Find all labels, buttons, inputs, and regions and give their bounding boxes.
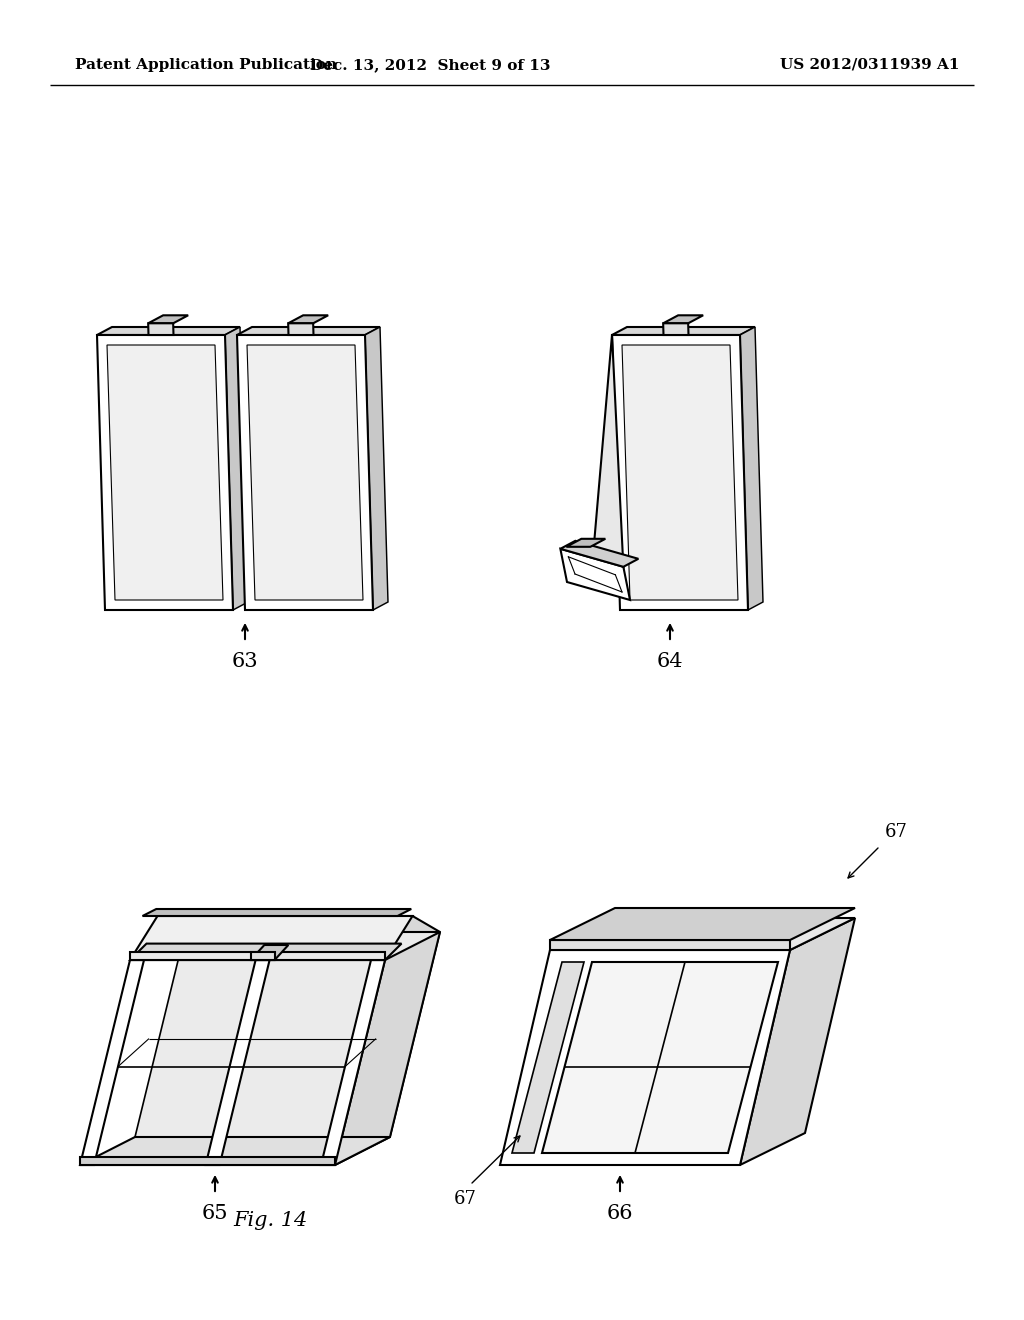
Text: 67: 67	[454, 1191, 476, 1208]
Polygon shape	[288, 323, 313, 335]
Polygon shape	[365, 327, 388, 610]
Polygon shape	[566, 539, 605, 546]
Polygon shape	[251, 945, 289, 960]
Polygon shape	[80, 1137, 390, 1166]
Polygon shape	[130, 916, 413, 960]
Text: 65: 65	[202, 1204, 228, 1224]
Polygon shape	[560, 549, 630, 601]
Polygon shape	[288, 315, 328, 323]
Polygon shape	[130, 944, 401, 960]
Polygon shape	[622, 345, 738, 601]
Polygon shape	[512, 962, 584, 1152]
Polygon shape	[80, 1158, 335, 1166]
Polygon shape	[237, 335, 373, 610]
Polygon shape	[206, 960, 269, 1166]
Polygon shape	[158, 916, 440, 932]
Polygon shape	[106, 345, 223, 601]
Text: Fig. 14: Fig. 14	[232, 1210, 307, 1229]
Polygon shape	[500, 950, 790, 1166]
Text: 67: 67	[885, 822, 908, 841]
Polygon shape	[740, 917, 855, 1166]
Polygon shape	[135, 932, 440, 1137]
Text: Dec. 13, 2012  Sheet 9 of 13: Dec. 13, 2012 Sheet 9 of 13	[309, 58, 550, 73]
Text: 66: 66	[607, 1204, 633, 1224]
Polygon shape	[593, 335, 624, 566]
Text: 63: 63	[231, 652, 258, 671]
Polygon shape	[142, 909, 412, 916]
Polygon shape	[560, 541, 638, 566]
Polygon shape	[237, 327, 380, 335]
Text: US 2012/0311939 A1: US 2012/0311939 A1	[780, 58, 959, 73]
Polygon shape	[225, 327, 248, 610]
Polygon shape	[80, 960, 144, 1166]
Polygon shape	[251, 952, 274, 960]
Polygon shape	[97, 327, 240, 335]
Polygon shape	[148, 323, 173, 335]
Polygon shape	[740, 327, 763, 610]
Polygon shape	[97, 335, 233, 610]
Polygon shape	[130, 952, 385, 960]
Polygon shape	[321, 960, 385, 1166]
Polygon shape	[664, 315, 703, 323]
Text: Patent Application Publication: Patent Application Publication	[75, 58, 337, 73]
Polygon shape	[335, 932, 440, 1166]
Polygon shape	[148, 315, 188, 323]
Polygon shape	[542, 962, 778, 1152]
Polygon shape	[612, 335, 748, 610]
Text: 64: 64	[656, 652, 683, 671]
Polygon shape	[550, 917, 855, 950]
Polygon shape	[664, 323, 688, 335]
Polygon shape	[247, 345, 362, 601]
Polygon shape	[550, 908, 855, 940]
Polygon shape	[550, 940, 790, 950]
Polygon shape	[612, 327, 755, 335]
